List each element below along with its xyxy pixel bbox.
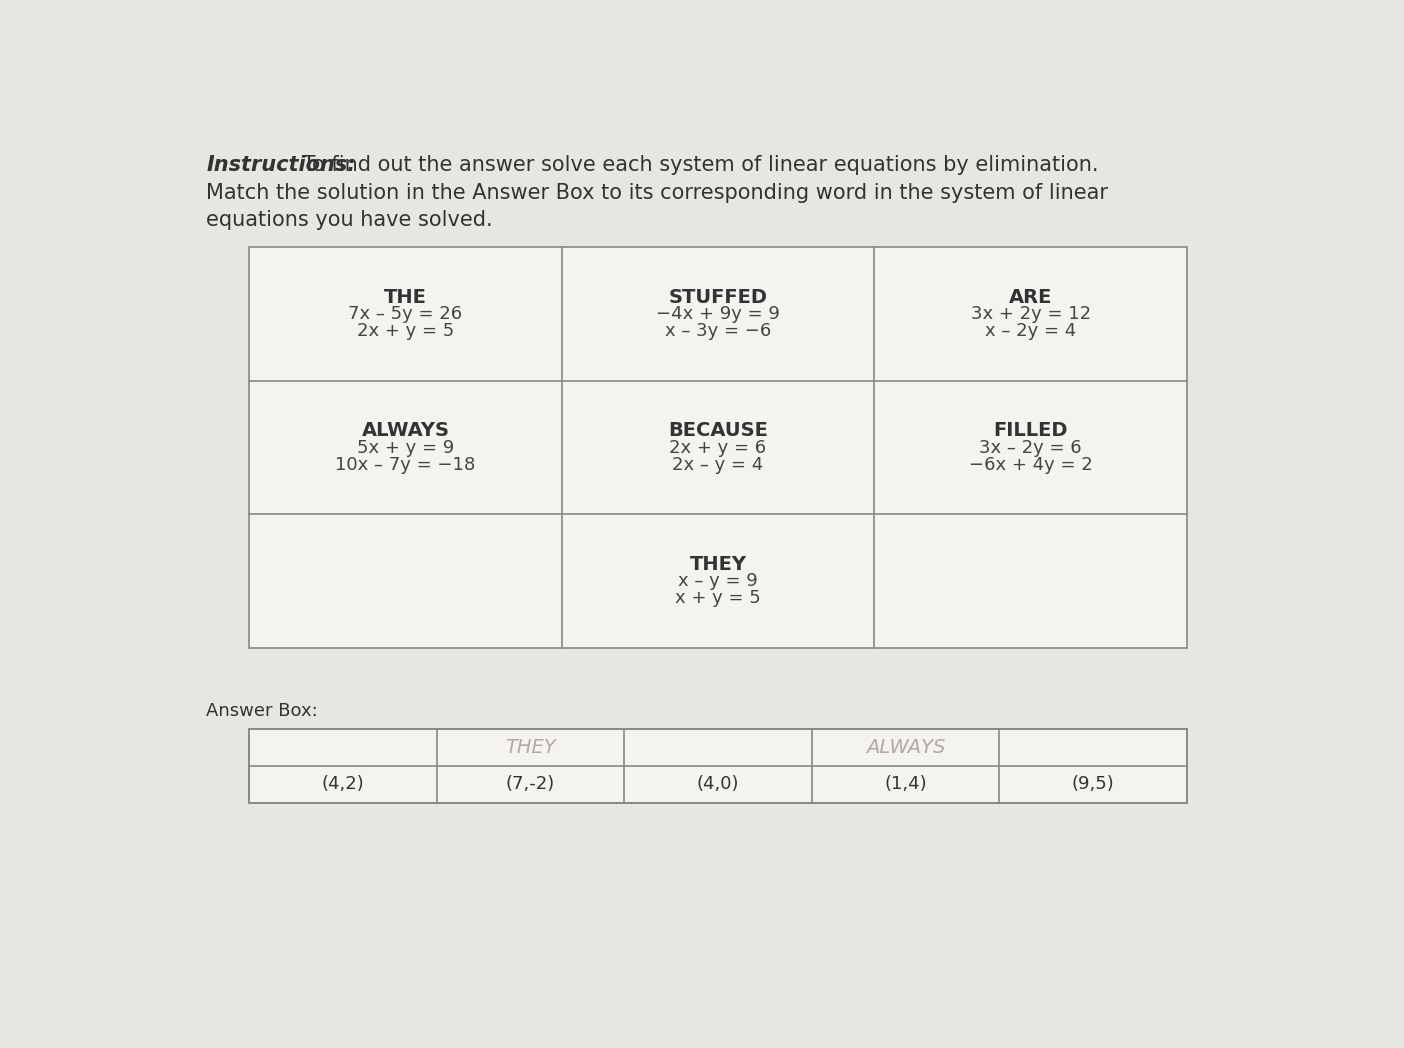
Text: THEY: THEY xyxy=(689,554,747,573)
Text: STUFFED: STUFFED xyxy=(668,288,768,307)
Text: x – y = 9: x – y = 9 xyxy=(678,572,758,590)
Text: (4,2): (4,2) xyxy=(322,776,364,793)
Text: −4x + 9y = 9: −4x + 9y = 9 xyxy=(656,305,781,323)
Bar xyxy=(249,728,1186,803)
Text: equations you have solved.: equations you have solved. xyxy=(206,211,493,231)
Text: ARE: ARE xyxy=(1009,288,1052,307)
Bar xyxy=(249,247,1186,648)
Text: (9,5): (9,5) xyxy=(1071,776,1115,793)
Text: THE: THE xyxy=(383,288,427,307)
Text: THEY: THEY xyxy=(505,738,556,757)
Text: x – 2y = 4: x – 2y = 4 xyxy=(986,322,1077,341)
Text: ALWAYS: ALWAYS xyxy=(866,738,945,757)
Text: 7x – 5y = 26: 7x – 5y = 26 xyxy=(348,305,462,323)
Bar xyxy=(249,728,1186,803)
Text: BECAUSE: BECAUSE xyxy=(668,421,768,440)
Text: 2x + y = 5: 2x + y = 5 xyxy=(357,322,453,341)
Text: Match the solution in the Answer Box to its corresponding word in the system of : Match the solution in the Answer Box to … xyxy=(206,182,1109,202)
Text: 2x + y = 6: 2x + y = 6 xyxy=(670,439,767,457)
Text: To find out the answer solve each system of linear equations by elimination.: To find out the answer solve each system… xyxy=(296,155,1098,175)
Text: 2x – y = 4: 2x – y = 4 xyxy=(673,456,764,474)
Text: x + y = 5: x + y = 5 xyxy=(675,589,761,607)
Text: −6x + 4y = 2: −6x + 4y = 2 xyxy=(969,456,1092,474)
Text: FILLED: FILLED xyxy=(994,421,1068,440)
Text: Answer Box:: Answer Box: xyxy=(206,702,319,720)
Text: 5x + y = 9: 5x + y = 9 xyxy=(357,439,453,457)
Text: Instructions:: Instructions: xyxy=(206,155,357,175)
Text: 3x + 2y = 12: 3x + 2y = 12 xyxy=(970,305,1091,323)
Text: (4,0): (4,0) xyxy=(696,776,740,793)
Text: 10x – 7y = −18: 10x – 7y = −18 xyxy=(336,456,476,474)
Text: (7,-2): (7,-2) xyxy=(505,776,555,793)
Text: x – 3y = −6: x – 3y = −6 xyxy=(665,322,771,341)
Text: (1,4): (1,4) xyxy=(885,776,927,793)
Text: 3x – 2y = 6: 3x – 2y = 6 xyxy=(979,439,1082,457)
Text: ALWAYS: ALWAYS xyxy=(361,421,449,440)
